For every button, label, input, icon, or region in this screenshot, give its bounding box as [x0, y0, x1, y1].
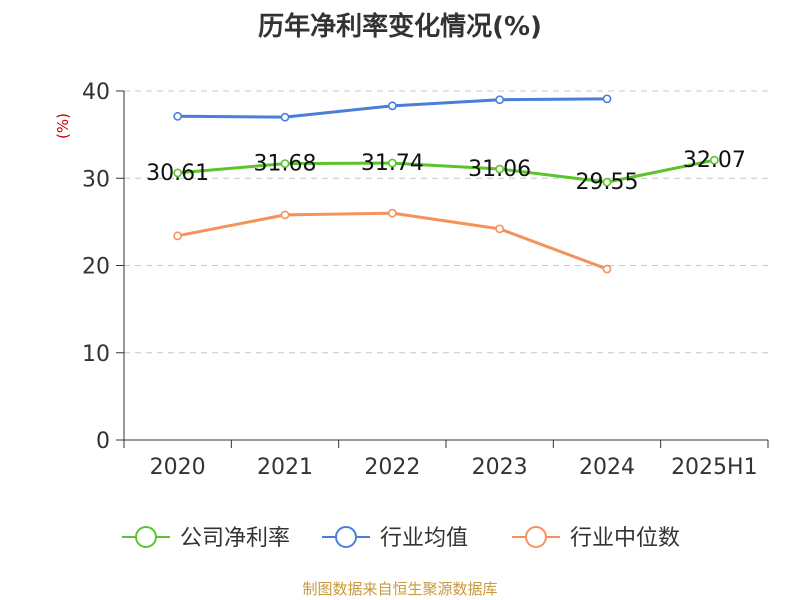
legend-label[interactable]: 行业中位数 — [570, 526, 680, 551]
data-point — [387, 158, 397, 168]
legend-swatch-marker — [135, 526, 157, 548]
legend-label[interactable]: 行业均值 — [380, 526, 468, 551]
y-tick-label: 40 — [82, 80, 110, 105]
data-label: 29.55 — [576, 170, 639, 195]
series-lines — [173, 94, 719, 274]
data-point — [173, 168, 183, 178]
y-tick-label: 30 — [82, 167, 110, 192]
y-tick-label: 10 — [82, 342, 110, 367]
data-point — [280, 210, 290, 220]
data-point — [602, 94, 612, 104]
legend-swatch-marker — [335, 526, 357, 548]
data-point — [280, 159, 290, 168]
data-point — [602, 177, 612, 187]
x-tick-label: 2020 — [150, 455, 206, 480]
data-labels: 30.61 31.68 31.74 31.06 29.55 32.07 — [146, 148, 746, 195]
y-tick-label: 20 — [82, 255, 110, 280]
data-point — [387, 208, 397, 218]
legend: 公司净利率 行业均值 行业中位数 — [122, 526, 680, 551]
y-axis-unit-label: (%) — [54, 113, 72, 139]
x-tick-label: 2023 — [472, 455, 528, 480]
y-tick-label: 0 — [96, 429, 110, 454]
axes: 0 10 20 30 40 2020 2021 2022 2023 2024 2025H1 — [82, 80, 769, 480]
legend-swatch-marker — [525, 526, 547, 548]
data-label: 32.07 — [683, 148, 746, 173]
data-point — [602, 264, 612, 274]
x-tick-label: 2025H1 — [671, 455, 758, 480]
data-point — [495, 95, 505, 105]
data-point — [387, 101, 397, 111]
data-point — [173, 231, 183, 241]
x-tick-label: 2021 — [257, 455, 313, 480]
data-point — [495, 164, 505, 174]
source-note: 制图数据来自恒生聚源数据库 — [302, 580, 498, 598]
series-line-2 — [177, 211, 608, 271]
data-point — [173, 111, 183, 121]
data-label: 31.74 — [361, 151, 424, 176]
grid-lines — [124, 90, 768, 354]
data-label: 31.68 — [254, 152, 317, 177]
x-tick-label: 2024 — [579, 455, 635, 480]
series-line-0 — [177, 158, 715, 184]
data-point — [709, 155, 719, 165]
x-tick-label: 2022 — [364, 455, 420, 480]
data-point — [280, 112, 290, 122]
data-label: 30.61 — [146, 161, 209, 186]
data-label: 31.06 — [468, 157, 531, 182]
legend-label[interactable]: 公司净利率 — [180, 526, 290, 551]
data-point — [495, 224, 505, 234]
chart-title: 历年净利率变化情况(%) — [258, 12, 542, 42]
